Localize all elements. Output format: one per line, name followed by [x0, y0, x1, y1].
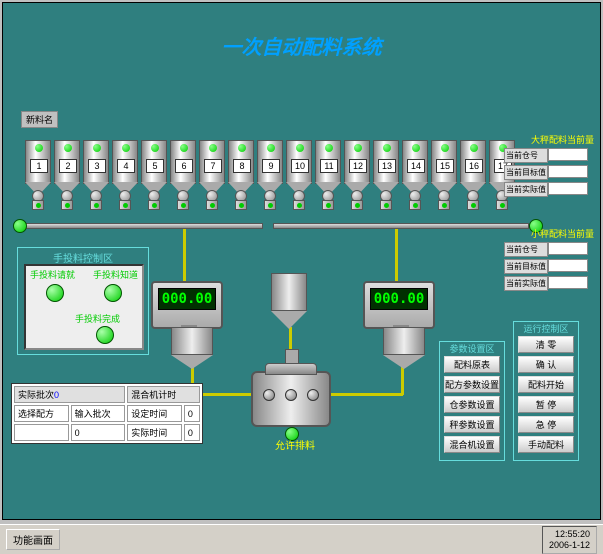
data-value[interactable] [548, 276, 588, 289]
trough-left [25, 223, 263, 229]
manual-feed-panel: 手投料控制区 手投料请就 手投料知道 手投料完成 [17, 247, 149, 355]
pipe [401, 367, 404, 395]
batch-cell: 设定时间 [127, 405, 182, 422]
hopper-7[interactable]: 7 [199, 140, 227, 210]
hopper-16[interactable]: 16 [460, 140, 488, 210]
status-clock: 12:55:20 2006-1-12 [542, 526, 597, 554]
statusbar: 功能画面 12:55:20 2006-1-12 [0, 524, 603, 554]
hopper-3[interactable]: 3 [83, 140, 111, 210]
hopper-12[interactable]: 12 [344, 140, 372, 210]
batch-cell[interactable]: 输入批次 [71, 405, 126, 422]
batch-cell: 选择配方 [14, 405, 69, 422]
batch-cell[interactable]: 0 [184, 424, 200, 441]
data-value[interactable] [548, 259, 588, 272]
pipe [329, 393, 403, 396]
batch-cell [14, 424, 69, 441]
param-button-3[interactable]: 秤参数设置 [444, 416, 500, 433]
mixer[interactable] [251, 371, 331, 427]
function-screen-button[interactable]: 功能画面 [6, 529, 60, 550]
param-button-2[interactable]: 仓参数设置 [444, 396, 500, 413]
param-button-0[interactable]: 配料原表 [444, 356, 500, 373]
hopper-8[interactable]: 8 [228, 140, 256, 210]
hmi-canvas: 一次自动配料系统 新料名 1234567891011121314151617 0… [2, 2, 601, 520]
hopper-row: 1234567891011121314151617 [25, 140, 518, 210]
hopper-14[interactable]: 14 [402, 140, 430, 210]
param-button-4[interactable]: 混合机设置 [444, 436, 500, 453]
hopper-6[interactable]: 6 [170, 140, 198, 210]
scale-hopper-right [383, 327, 425, 369]
center-hopper [271, 273, 307, 329]
hopper-11[interactable]: 11 [315, 140, 343, 210]
hopper-10[interactable]: 10 [286, 140, 314, 210]
batch-cell[interactable]: 0 [71, 424, 126, 441]
hopper-2[interactable]: 2 [54, 140, 82, 210]
small-scale-group: 小秤配料当前量 当前仓号当前目标值当前实际值 [504, 227, 594, 293]
large-scale-group: 大秤配料当前量 当前仓号当前目标值当前实际值 [504, 133, 594, 199]
run-button-2[interactable]: 配料开始 [518, 376, 574, 393]
run-button-group: 运行控制区 清 零确 认配料开始暂 停急 停手动配料 [513, 321, 579, 461]
hopper-9[interactable]: 9 [257, 140, 285, 210]
data-value[interactable] [548, 165, 588, 178]
trough-right [273, 223, 529, 229]
monitor-right-value: 000.00 [370, 288, 428, 310]
page-title: 一次自动配料系统 [3, 31, 600, 60]
batch-table: 实际批次0 混合机计时 选择配方输入批次设定时间0 0实际时间0 [11, 383, 203, 444]
hopper-1[interactable]: 1 [25, 140, 53, 210]
data-value[interactable] [548, 242, 588, 255]
run-button-3[interactable]: 暂 停 [518, 396, 574, 413]
hopper-5[interactable]: 5 [141, 140, 169, 210]
batch-cell[interactable]: 0 [184, 405, 200, 422]
param-button-1[interactable]: 配方参数设置 [444, 376, 500, 393]
hopper-4[interactable]: 4 [112, 140, 140, 210]
scale-hopper-left [171, 327, 213, 369]
run-button-1[interactable]: 确 认 [518, 356, 574, 373]
run-button-5[interactable]: 手动配料 [518, 436, 574, 453]
monitor-left-value: 000.00 [158, 288, 216, 310]
monitor-left[interactable]: 000.00 [151, 281, 223, 329]
material-name-label: 新料名 [21, 111, 58, 128]
trough-motor-left [13, 219, 27, 233]
batch-cell: 实际时间 [127, 424, 182, 441]
run-button-0[interactable]: 清 零 [518, 336, 574, 353]
run-button-4[interactable]: 急 停 [518, 416, 574, 433]
data-value[interactable] [548, 182, 588, 195]
param-button-group: 参数设置区 配料原表配方参数设置仓参数设置秤参数设置混合机设置 [439, 341, 505, 461]
monitor-right[interactable]: 000.00 [363, 281, 435, 329]
notify-light[interactable] [46, 284, 64, 302]
hopper-13[interactable]: 13 [373, 140, 401, 210]
hopper-15[interactable]: 15 [431, 140, 459, 210]
confirm-light[interactable] [104, 284, 122, 302]
data-value[interactable] [548, 148, 588, 161]
complete-light[interactable] [96, 326, 114, 344]
permit-discharge-label: 允许排料 [275, 437, 315, 452]
